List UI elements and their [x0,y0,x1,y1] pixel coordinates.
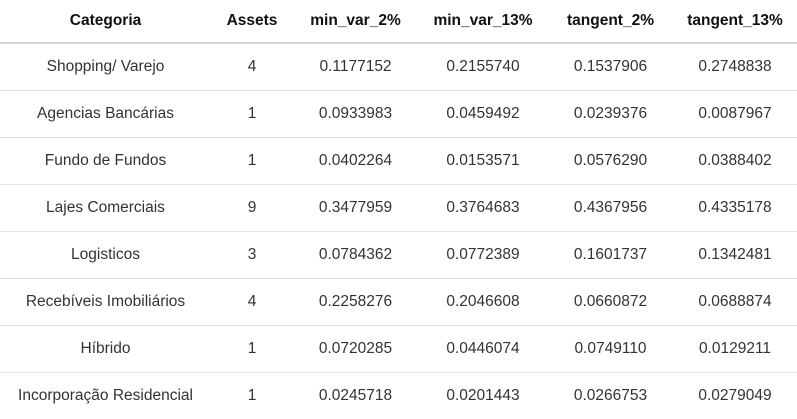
header-tangent-13: tangent_13% [673,0,797,43]
table-row: Híbrido 1 0.0720285 0.0446074 0.0749110 … [0,326,797,373]
table-row: Shopping/ Varejo 4 0.1177152 0.2155740 0… [0,43,797,91]
cell-assets: 1 [211,91,293,138]
header-min-var-2: min_var_2% [293,0,418,43]
cell-min-var-2: 0.0245718 [293,373,418,419]
cell-tangent-13: 0.0129211 [673,326,797,373]
cell-assets: 4 [211,43,293,91]
cell-tangent-2: 0.0749110 [548,326,673,373]
cell-min-var-2: 0.2258276 [293,279,418,326]
cell-categoria: Incorporação Residencial [0,373,211,419]
cell-assets: 1 [211,138,293,185]
cell-categoria: Recebíveis Imobiliários [0,279,211,326]
cell-tangent-13: 0.1342481 [673,232,797,279]
cell-assets: 4 [211,279,293,326]
cell-categoria: Agencias Bancárias [0,91,211,138]
cell-categoria: Shopping/ Varejo [0,43,211,91]
cell-min-var-13: 0.2155740 [418,43,548,91]
cell-assets: 1 [211,326,293,373]
header-assets: Assets [211,0,293,43]
cell-tangent-2: 0.1537906 [548,43,673,91]
cell-min-var-13: 0.0201443 [418,373,548,419]
cell-min-var-13: 0.2046608 [418,279,548,326]
cell-tangent-13: 0.2748838 [673,43,797,91]
table-row: Agencias Bancárias 1 0.0933983 0.0459492… [0,91,797,138]
table-row: Fundo de Fundos 1 0.0402264 0.0153571 0.… [0,138,797,185]
table-row: Lajes Comerciais 9 0.3477959 0.3764683 0… [0,185,797,232]
cell-min-var-2: 0.1177152 [293,43,418,91]
header-categoria: Categoria [0,0,211,43]
cell-tangent-13: 0.4335178 [673,185,797,232]
cell-min-var-2: 0.0402264 [293,138,418,185]
cell-categoria: Lajes Comerciais [0,185,211,232]
cell-tangent-2: 0.0239376 [548,91,673,138]
table-body: Shopping/ Varejo 4 0.1177152 0.2155740 0… [0,43,797,419]
cell-tangent-2: 0.0576290 [548,138,673,185]
table-row: Incorporação Residencial 1 0.0245718 0.0… [0,373,797,419]
table-header: Categoria Assets min_var_2% min_var_13% … [0,0,797,43]
cell-assets: 1 [211,373,293,419]
cell-min-var-2: 0.0933983 [293,91,418,138]
cell-tangent-13: 0.0087967 [673,91,797,138]
cell-min-var-2: 0.3477959 [293,185,418,232]
cell-min-var-13: 0.0446074 [418,326,548,373]
cell-tangent-2: 0.0266753 [548,373,673,419]
header-tangent-2: tangent_2% [548,0,673,43]
table-row: Recebíveis Imobiliários 4 0.2258276 0.20… [0,279,797,326]
cell-assets: 9 [211,185,293,232]
header-min-var-13: min_var_13% [418,0,548,43]
header-row: Categoria Assets min_var_2% min_var_13% … [0,0,797,43]
cell-min-var-2: 0.0720285 [293,326,418,373]
cell-assets: 3 [211,232,293,279]
cell-tangent-13: 0.0388402 [673,138,797,185]
table-row: Logisticos 3 0.0784362 0.0772389 0.16017… [0,232,797,279]
cell-categoria: Logisticos [0,232,211,279]
cell-tangent-13: 0.0279049 [673,373,797,419]
cell-tangent-13: 0.0688874 [673,279,797,326]
cell-min-var-13: 0.3764683 [418,185,548,232]
cell-min-var-13: 0.0153571 [418,138,548,185]
cell-tangent-2: 0.0660872 [548,279,673,326]
cell-tangent-2: 0.1601737 [548,232,673,279]
cell-tangent-2: 0.4367956 [548,185,673,232]
cell-categoria: Híbrido [0,326,211,373]
cell-min-var-13: 0.0772389 [418,232,548,279]
cell-min-var-2: 0.0784362 [293,232,418,279]
cell-min-var-13: 0.0459492 [418,91,548,138]
cell-categoria: Fundo de Fundos [0,138,211,185]
